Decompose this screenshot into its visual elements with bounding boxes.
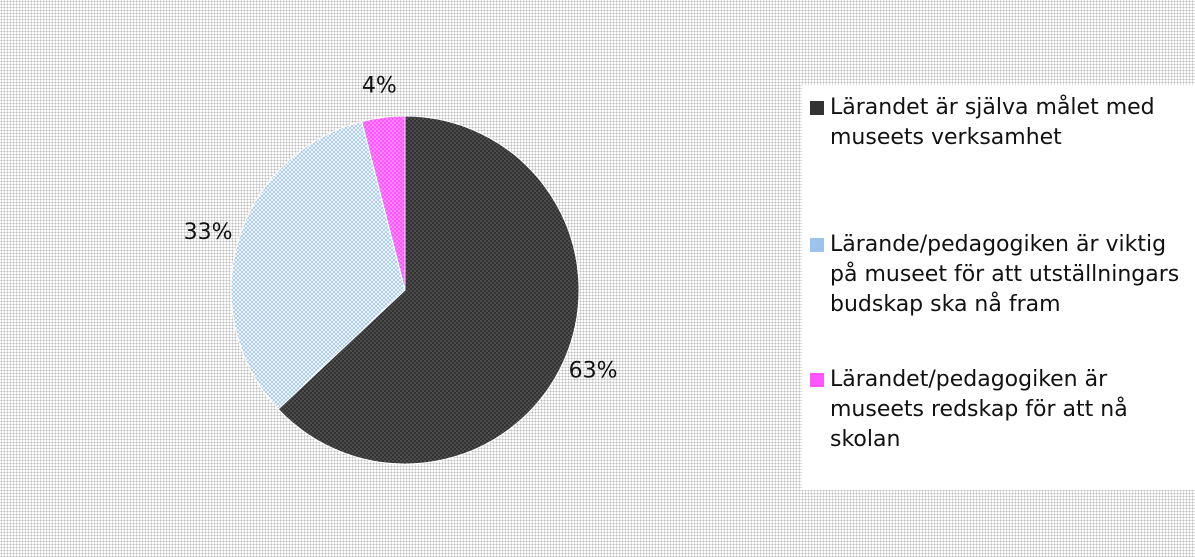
data-label: 63% xyxy=(569,358,618,383)
pie-slice xyxy=(361,115,406,291)
legend-swatch xyxy=(810,373,824,387)
legend-swatch xyxy=(810,238,824,252)
pie-slice xyxy=(230,120,406,410)
legend-swatch xyxy=(810,101,824,115)
pie-slice xyxy=(277,115,580,465)
legend-label: Lärandet är själva målet med museets ver… xyxy=(830,95,1155,150)
legend-label: Lärandet/pedagogiken är museets redskap … xyxy=(830,367,1128,452)
legend: Lärandet är själva målet med museets ver… xyxy=(802,85,1195,490)
legend-entry: Lärande/pedagogiken är viktig på museet … xyxy=(810,230,1190,320)
legend-entry: Lärandet är själva målet med museets ver… xyxy=(810,93,1190,153)
legend-label: Lärande/pedagogiken är viktig på museet … xyxy=(830,232,1180,317)
legend-entry: Lärandet/pedagogiken är museets redskap … xyxy=(810,365,1190,455)
data-label: 4% xyxy=(362,74,397,99)
data-label: 33% xyxy=(184,220,233,245)
